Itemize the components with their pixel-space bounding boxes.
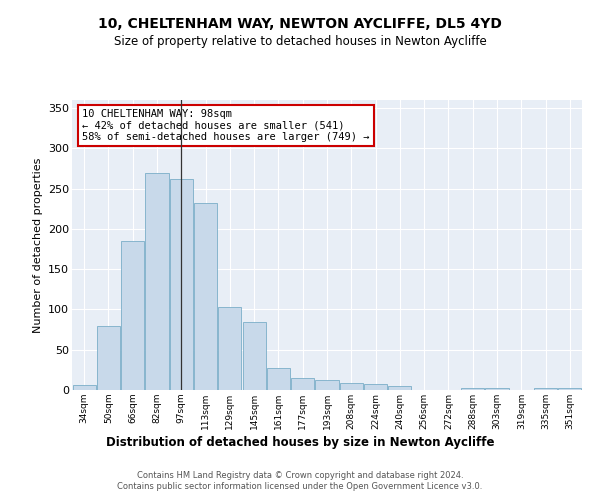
Text: Contains HM Land Registry data © Crown copyright and database right 2024.: Contains HM Land Registry data © Crown c… [137,470,463,480]
Bar [291,378,314,390]
Bar [388,386,412,390]
Bar [267,368,290,390]
Bar [121,241,144,390]
Bar [218,307,241,390]
Text: Size of property relative to detached houses in Newton Aycliffe: Size of property relative to detached ho… [113,35,487,48]
Bar [170,179,193,390]
Text: Distribution of detached houses by size in Newton Aycliffe: Distribution of detached houses by size … [106,436,494,449]
Text: 10 CHELTENHAM WAY: 98sqm
← 42% of detached houses are smaller (541)
58% of semi-: 10 CHELTENHAM WAY: 98sqm ← 42% of detach… [82,108,370,142]
Bar [364,384,387,390]
Bar [559,388,581,390]
Bar [242,322,266,390]
Bar [145,172,169,390]
Bar [194,203,217,390]
Text: Contains public sector information licensed under the Open Government Licence v3: Contains public sector information licen… [118,482,482,491]
Y-axis label: Number of detached properties: Number of detached properties [32,158,43,332]
Bar [73,385,95,390]
Bar [340,383,363,390]
Bar [485,388,509,390]
Bar [534,388,557,390]
Bar [97,326,120,390]
Bar [461,388,484,390]
Text: 10, CHELTENHAM WAY, NEWTON AYCLIFFE, DL5 4YD: 10, CHELTENHAM WAY, NEWTON AYCLIFFE, DL5… [98,18,502,32]
Bar [316,380,338,390]
